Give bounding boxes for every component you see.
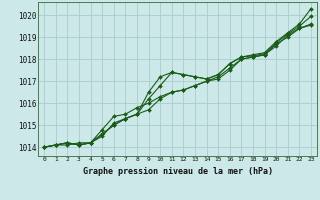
X-axis label: Graphe pression niveau de la mer (hPa): Graphe pression niveau de la mer (hPa): [83, 167, 273, 176]
